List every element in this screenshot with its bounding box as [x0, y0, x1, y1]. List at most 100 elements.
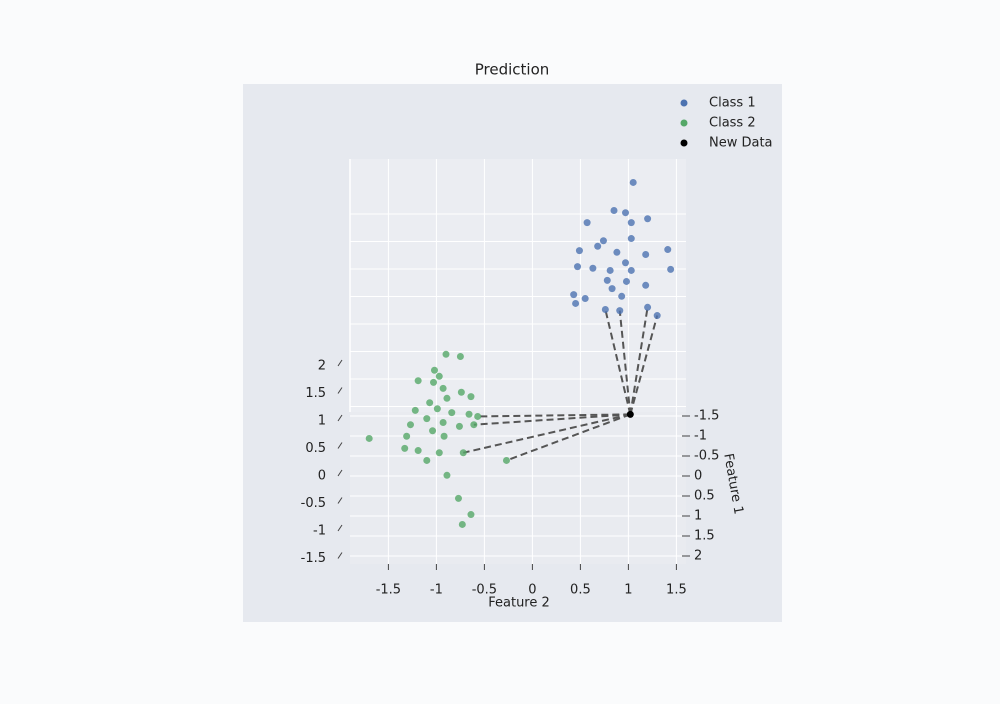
point: [589, 264, 597, 272]
neighbor-link: [506, 413, 631, 462]
floor-pane: [350, 412, 686, 564]
point: [502, 456, 510, 464]
point: [606, 266, 614, 274]
point: [601, 306, 609, 313]
neighbor-link: [629, 315, 659, 415]
point: [442, 350, 450, 358]
point: [465, 410, 473, 418]
neighbor-link: [618, 310, 632, 415]
point: [627, 266, 635, 274]
y-tick-label: -1.5: [694, 409, 719, 424]
z-tick-label: -1.5: [301, 551, 326, 566]
point: [583, 219, 591, 227]
y-tick-label: 1: [694, 509, 702, 524]
point: [610, 207, 618, 214]
point: [642, 281, 650, 289]
point: [457, 388, 465, 396]
z-tick-label: -0.5: [301, 496, 326, 511]
point: [430, 378, 438, 386]
point: [414, 447, 422, 455]
point: [653, 312, 661, 320]
y-tick-label: -1: [694, 429, 707, 444]
neighbor-link: [463, 413, 631, 454]
x-tick-label: -1.5: [376, 583, 401, 598]
point: [667, 265, 675, 273]
legend-label: Class 1: [709, 96, 756, 111]
point: [458, 520, 466, 528]
point: [401, 444, 409, 452]
y-tick-label: 0: [694, 469, 702, 484]
point: [443, 394, 451, 402]
point: [599, 237, 607, 245]
point: [470, 421, 478, 429]
neighbor-link: [604, 309, 632, 415]
point: [626, 410, 634, 418]
point: [459, 449, 467, 457]
point: [443, 471, 451, 479]
z-tick: [337, 442, 343, 449]
legend-marker: [680, 119, 688, 127]
y-tick-label: 2: [694, 549, 702, 564]
point: [433, 405, 441, 413]
point: [616, 307, 624, 315]
point: [574, 263, 582, 271]
point: [423, 415, 431, 423]
neighbor-link: [477, 413, 631, 418]
point: [426, 399, 434, 407]
point: [594, 242, 602, 250]
point: [664, 246, 672, 254]
point: [411, 406, 419, 414]
point: [365, 434, 373, 442]
point: [456, 353, 464, 360]
point: [429, 427, 437, 435]
x-axis-label: Feature 2: [488, 596, 550, 611]
x-tick-label: 1.5: [666, 583, 687, 598]
point: [642, 251, 650, 258]
point: [467, 511, 475, 519]
point: [575, 247, 583, 255]
point: [430, 366, 438, 374]
z-tick: [337, 524, 343, 532]
x-tick-label: 1: [624, 583, 632, 598]
point: [440, 432, 448, 440]
z-tick-label: 1: [318, 414, 326, 429]
legend-label: New Data: [709, 136, 773, 151]
x-tick-label: 0: [528, 583, 536, 598]
z-tick-label: 0: [318, 469, 326, 484]
point: [613, 248, 621, 256]
z-tick-label: 0.5: [305, 441, 326, 456]
legend-label: Class 2: [709, 116, 756, 131]
back-pane: [350, 159, 686, 412]
point: [439, 419, 447, 426]
x-tick-label: -0.5: [472, 583, 497, 598]
z-tick: [337, 414, 343, 422]
point: [454, 494, 462, 502]
point: [406, 421, 414, 429]
point: [474, 412, 482, 420]
point: [467, 393, 475, 401]
neighbor-link: [629, 307, 649, 415]
y-tick-label: -0.5: [694, 449, 719, 464]
z-tick: [337, 552, 343, 559]
y-tick-label: 0.5: [694, 489, 715, 504]
z-tick: [337, 387, 343, 394]
point: [435, 449, 443, 457]
z-tick: [337, 469, 343, 477]
point: [622, 209, 630, 217]
point: [581, 295, 589, 302]
x-tick-label: 0.5: [570, 583, 591, 598]
point: [603, 276, 611, 284]
point: [414, 377, 422, 385]
point: [618, 292, 626, 300]
x-tick-label: -1: [430, 583, 443, 598]
z-tick-label: 1.5: [305, 386, 326, 401]
point: [403, 432, 411, 440]
z-tick-label: 2: [318, 359, 326, 374]
z-tick: [337, 359, 343, 367]
chart-title: Prediction: [475, 61, 550, 79]
point: [644, 215, 652, 223]
neighbor-link: [473, 413, 631, 426]
point: [627, 235, 635, 243]
point: [608, 285, 616, 293]
